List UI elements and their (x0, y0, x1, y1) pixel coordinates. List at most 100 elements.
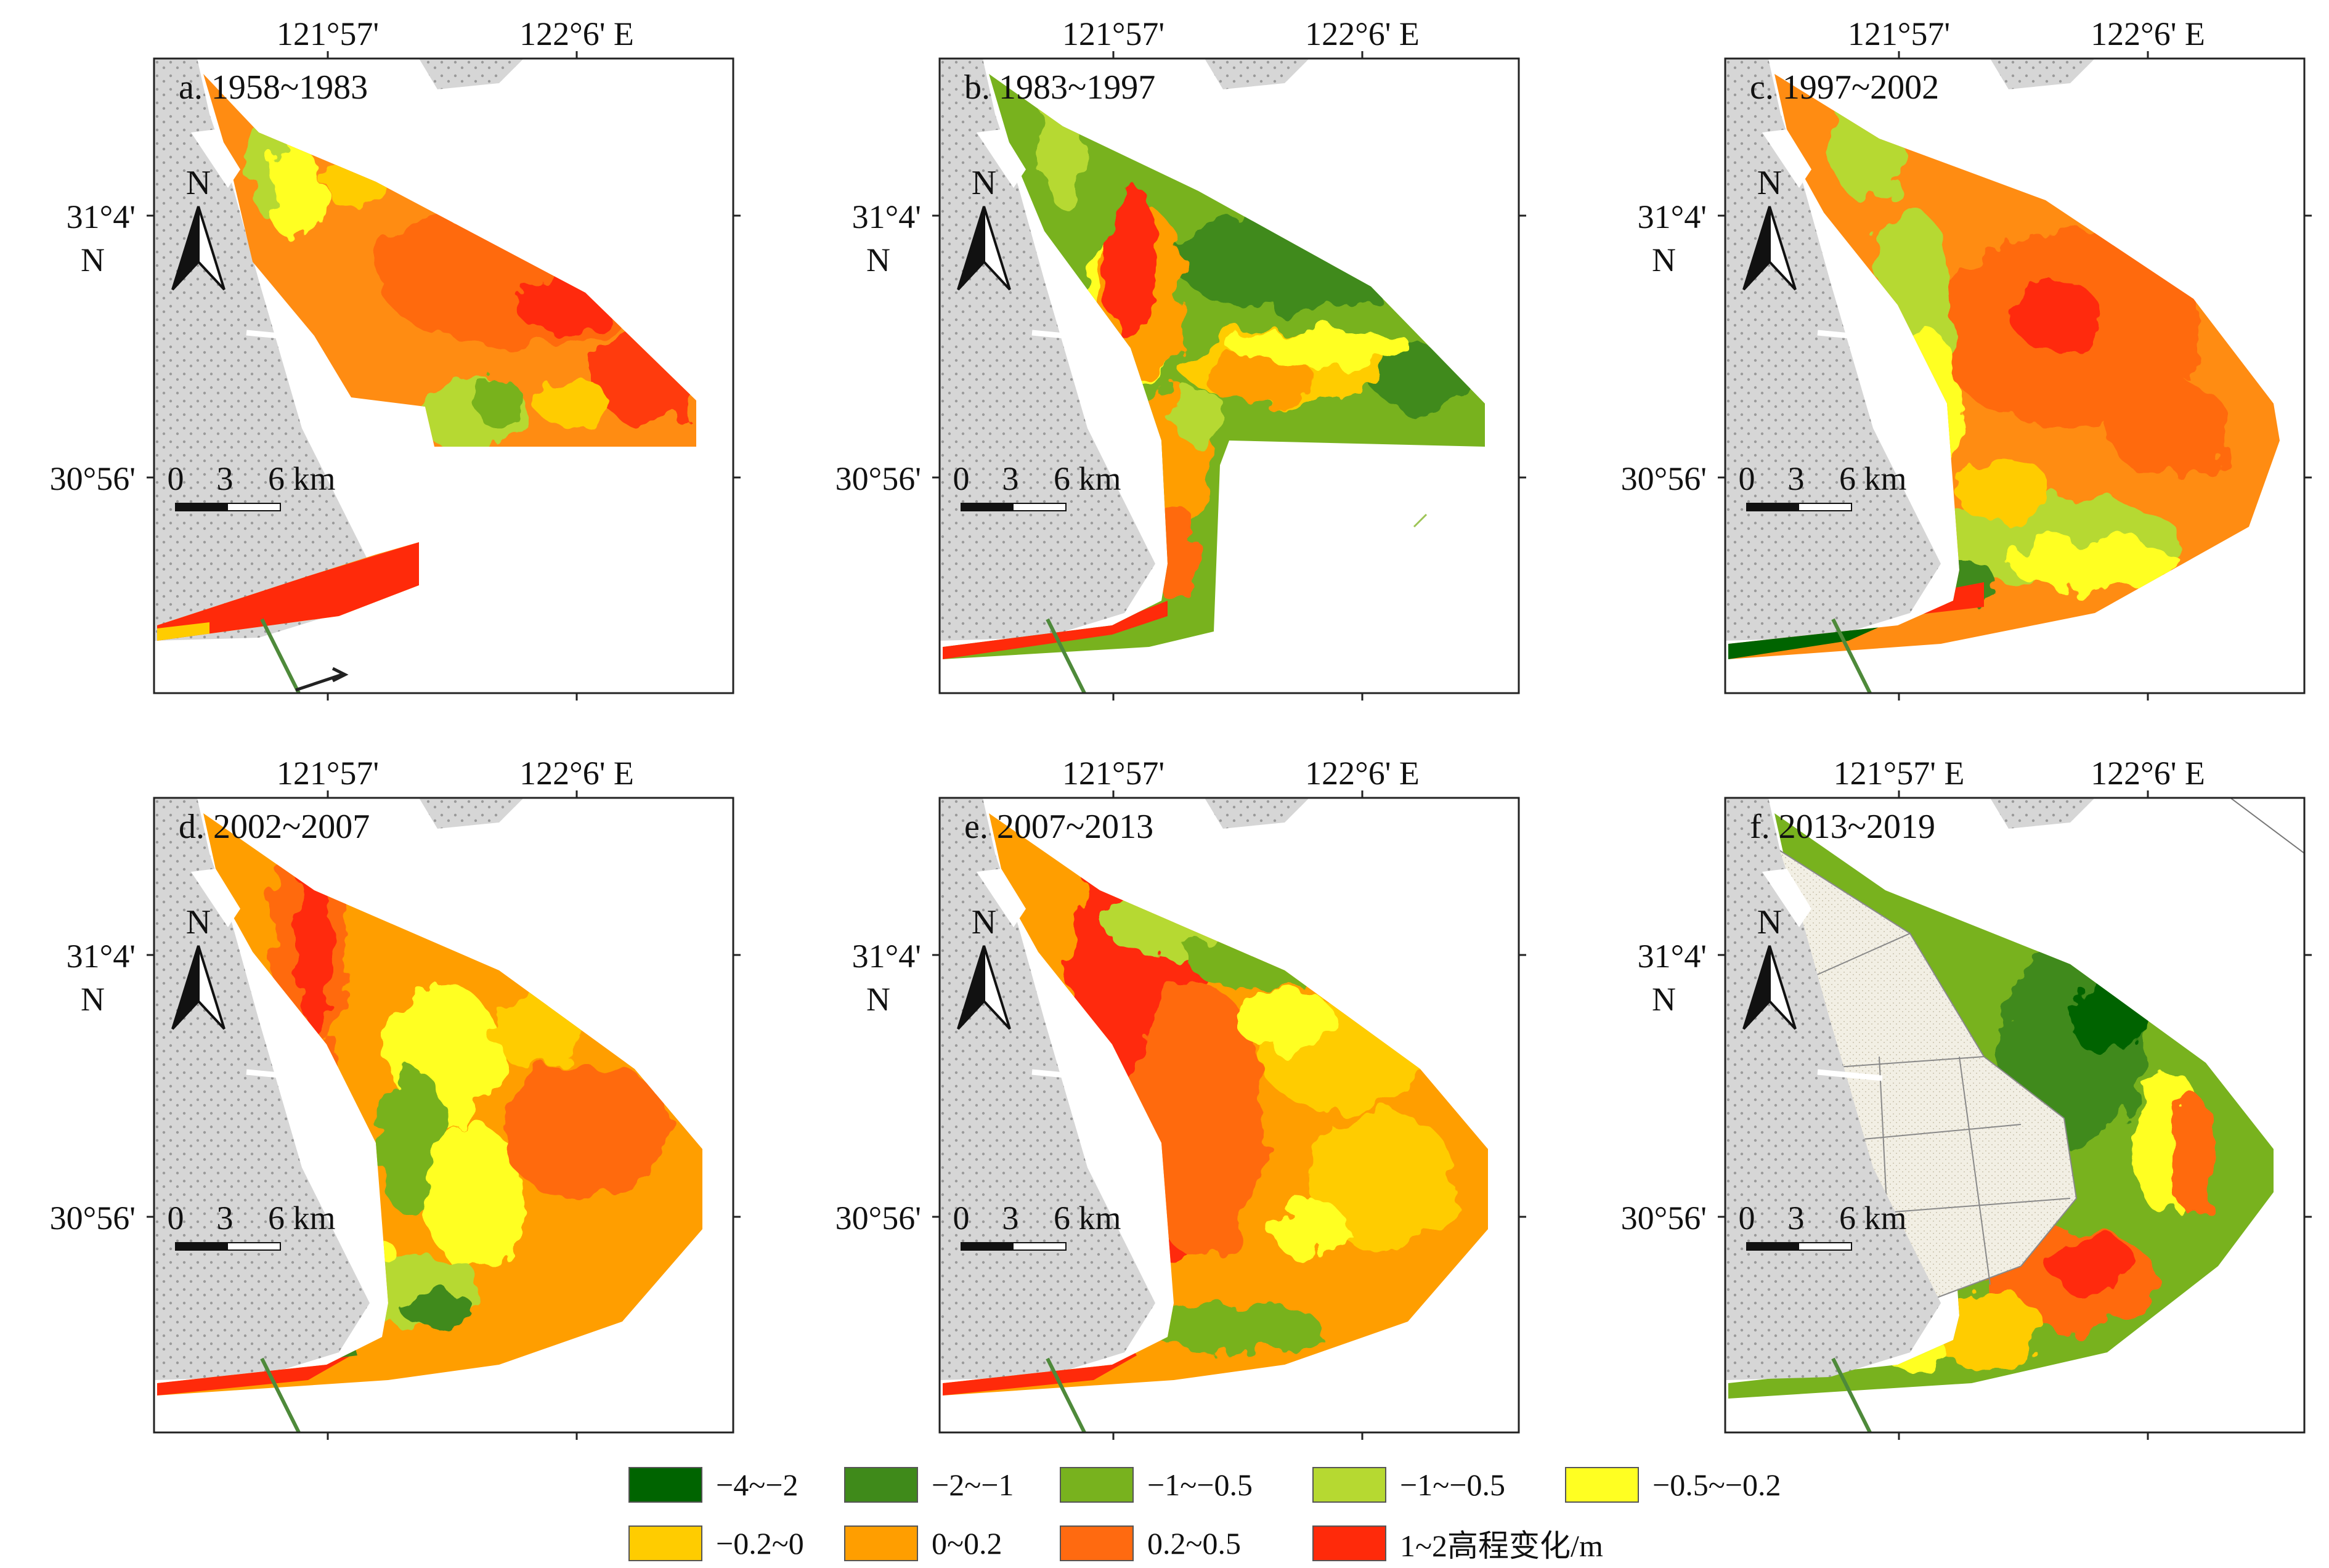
panel-overlay-4: e. 2007~2013 121°57' 122°6' E 31°4' N 30°56' N… (835, 755, 1420, 1251)
scale-tick-label: 0 (168, 460, 184, 497)
scale-tick-label: 6 km (268, 1200, 336, 1237)
scale-tick-label: 3 (1788, 460, 1805, 497)
north-label: N (186, 903, 211, 941)
latitude-label: N (81, 242, 105, 278)
land-area (1725, 59, 1941, 641)
panel-overlay-3: d. 2002~2007 121°57' 122°6' E 31°4' N 30°56' N… (50, 755, 634, 1251)
longitude-label: 121°57' (1062, 15, 1164, 52)
north-arrow-icon: N (1742, 164, 1797, 291)
legend-swatch (1312, 1525, 1386, 1561)
latitude-label: N (81, 981, 105, 1018)
north-arrow-icon: N (171, 903, 226, 1030)
north-label: N (1757, 164, 1782, 202)
scale-tick-label: 6 km (268, 460, 336, 497)
panel-e (932, 790, 1526, 1440)
panel-label: e. 2007~2013 (964, 808, 1153, 846)
legend-swatch (1312, 1467, 1386, 1503)
latitude-label: N (866, 981, 890, 1018)
latitude-label: 30°56' (835, 460, 921, 497)
latitude-label: 31°4' (67, 938, 136, 975)
north-label: N (972, 164, 996, 202)
panel-d (147, 790, 741, 1440)
latitude-label: N (1652, 242, 1676, 278)
panel-f (1718, 790, 2312, 1440)
latitude-label: 31°4' (1638, 938, 1707, 975)
longitude-label: 121°57' (1848, 15, 1950, 52)
latitude-label: 31°4' (1638, 198, 1707, 235)
scale-tick-label: 0 (1739, 1200, 1755, 1237)
land-area (940, 798, 1155, 1380)
legend-item: −1~−0.5 (1312, 1466, 1505, 1503)
scale-tick-label: 0 (953, 1200, 970, 1237)
longitude-label: 121°57' (277, 755, 379, 792)
panel-overlay-5: f. 2013~2019 121°57' E 122°6' E 31°4' N 30°56… (1621, 755, 2205, 1251)
legend-label: −4~−2 (716, 1468, 799, 1502)
panel-overlay-1: b. 1983~1997 121°57' 122°6' E 31°4' N 30°56' N… (835, 15, 1420, 511)
north-label: N (1757, 903, 1782, 941)
legend-label: −1~−0.5 (1400, 1468, 1505, 1502)
panel-a (147, 51, 741, 701)
panel-label: f. 2013~2019 (1750, 808, 1935, 846)
legend-label: −1~−0.5 (1147, 1468, 1253, 1502)
scale-tick-label: 3 (1002, 460, 1019, 497)
scale-tick-label: 6 km (1839, 1200, 1907, 1237)
longitude-label: 122°6' E (2091, 15, 2205, 52)
scale-tick-label: 6 km (1839, 460, 1907, 497)
scale-tick-label: 0 (1739, 460, 1755, 497)
longitude-label: 121°57' (277, 15, 379, 52)
legend-item: −0.2~0 (628, 1525, 804, 1562)
legend-item: −2~−1 (844, 1466, 1014, 1503)
north-arrow-icon: N (957, 903, 1011, 1030)
panel-label: b. 1983~1997 (964, 68, 1155, 107)
legend-label: −0.5~−0.2 (1652, 1468, 1781, 1502)
legend-swatch (1060, 1467, 1134, 1503)
latitude-label: 31°4' (852, 198, 921, 235)
scale-tick-label: 3 (217, 1200, 234, 1237)
longitude-label: 122°6' E (519, 15, 634, 52)
north-label: N (186, 164, 211, 202)
scale-tick-label: 6 km (1054, 460, 1121, 497)
longitude-label: 122°6' E (2091, 755, 2205, 792)
north-arrow-icon: N (171, 164, 226, 291)
latitude-label: N (866, 242, 890, 278)
scale-tick-label: 6 km (1054, 1200, 1121, 1237)
legend-swatch (628, 1467, 702, 1503)
scale-tick-label: 0 (168, 1200, 184, 1237)
longitude-label: 121°57' (1062, 755, 1164, 792)
north-label: N (972, 903, 996, 941)
land-area (940, 59, 1155, 641)
latitude-label: 30°56' (1621, 1200, 1707, 1237)
legend-item: 0~0.2 (844, 1525, 1002, 1562)
north-arrow-icon: N (1742, 903, 1797, 1030)
legend-item: −0.5~−0.2 (1565, 1466, 1781, 1503)
panel-label: c. 1997~2002 (1750, 68, 1939, 107)
scale-tick-label: 3 (1002, 1200, 1019, 1237)
legend-item: 1~2高程变化/m (1312, 1525, 1603, 1563)
scale-tick-label: 3 (1788, 1200, 1805, 1237)
legend-swatch (844, 1525, 918, 1561)
longitude-label: 121°57' E (1834, 755, 1965, 792)
legend-label: 0.2~0.5 (1147, 1526, 1242, 1561)
panel-label: a. 1958~1983 (179, 68, 368, 107)
north-arrow-icon: N (957, 164, 1011, 291)
panel-label: d. 2002~2007 (179, 808, 370, 846)
legend-swatch (1565, 1467, 1639, 1503)
latitude-label: N (1652, 981, 1676, 1018)
legend: −4~−2 −2~−1 −1~−0.5 −1~−0.5 −0.5~−0.2 −0.2~0 0… (628, 1466, 2046, 1565)
legend-swatch (628, 1525, 702, 1561)
legend-swatch (844, 1467, 918, 1503)
longitude-label: 122°6' E (519, 755, 634, 792)
latitude-label: 31°4' (67, 198, 136, 235)
scale-tick-label: 3 (217, 460, 234, 497)
legend-label: −0.2~0 (716, 1526, 804, 1561)
latitude-label: 30°56' (1621, 460, 1707, 497)
panel-c (1718, 51, 2312, 701)
panel-overlay-2: c. 1997~2002 121°57' 122°6' E 31°4' N 30°56' N… (1621, 15, 2205, 511)
longitude-label: 122°6' E (1305, 755, 1420, 792)
